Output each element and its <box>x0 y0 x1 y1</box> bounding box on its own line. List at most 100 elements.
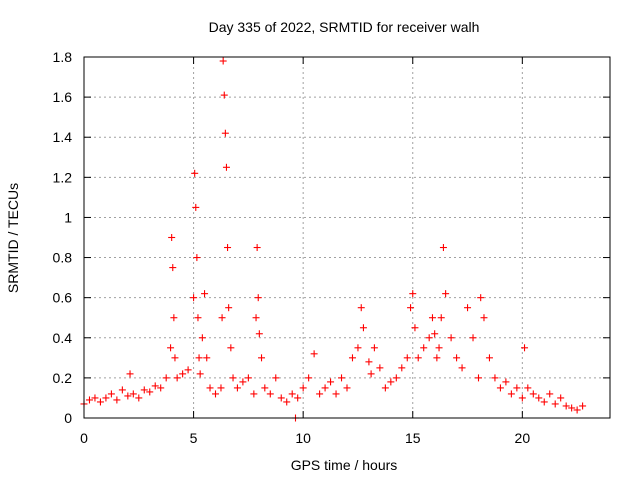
data-point <box>513 384 521 392</box>
data-point <box>126 370 134 378</box>
y-tick-label: 1.2 <box>53 169 73 185</box>
data-point <box>198 334 206 342</box>
data-point <box>437 314 445 322</box>
data-point <box>428 314 436 322</box>
data-point <box>535 394 543 402</box>
data-point <box>102 394 110 402</box>
data-point <box>288 390 296 398</box>
data-point <box>475 374 482 382</box>
data-point <box>573 406 581 414</box>
data-point <box>170 314 178 322</box>
data-point <box>193 254 201 262</box>
data-point <box>167 344 175 352</box>
data-point <box>218 314 226 322</box>
data-point <box>244 374 252 382</box>
data-point <box>272 374 280 382</box>
y-tick-label: 1.6 <box>53 89 73 105</box>
data-point <box>365 358 373 366</box>
data-point <box>327 378 335 386</box>
data-point <box>343 384 351 392</box>
data-point <box>464 304 472 312</box>
data-point <box>135 394 143 402</box>
data-point <box>502 378 510 386</box>
data-point <box>194 314 202 322</box>
data-point <box>222 163 230 171</box>
data-point <box>518 394 526 402</box>
data-point <box>118 386 126 394</box>
y-tick-label: 1 <box>64 209 72 225</box>
data-point <box>359 324 367 332</box>
x-tick-label: 5 <box>190 430 198 446</box>
data-point <box>496 384 504 392</box>
data-points <box>80 57 587 422</box>
data-point <box>407 304 415 312</box>
data-point <box>206 384 214 392</box>
data-point <box>431 330 439 338</box>
x-tick-label: 15 <box>405 430 421 446</box>
data-point <box>162 374 170 382</box>
data-point <box>233 384 241 392</box>
y-tick-label: 0.4 <box>53 330 73 346</box>
data-point <box>255 330 263 338</box>
data-point <box>398 364 406 372</box>
chart-title: Day 335 of 2022, SRMTID for receiver wal… <box>209 19 480 35</box>
data-point <box>425 334 433 342</box>
data-point <box>252 314 260 322</box>
data-point <box>294 394 302 402</box>
data-point <box>403 354 411 362</box>
data-point <box>551 400 559 408</box>
y-tick-label: 0.6 <box>53 290 73 306</box>
data-point <box>191 169 199 177</box>
x-tick-label: 10 <box>295 430 311 446</box>
data-point <box>129 390 137 398</box>
x-tick-label: 20 <box>515 430 531 446</box>
data-point <box>332 390 340 398</box>
data-point <box>261 384 269 392</box>
data-point <box>107 390 115 398</box>
data-point <box>477 294 485 302</box>
x-tick-labels: 0 5 10 15 20 <box>80 430 530 446</box>
data-point <box>316 390 324 398</box>
data-point <box>96 398 104 406</box>
data-point <box>212 390 219 398</box>
data-point <box>225 304 233 312</box>
data-point <box>524 384 532 392</box>
data-point <box>458 364 466 372</box>
data-point <box>253 244 261 252</box>
data-point <box>557 394 565 402</box>
data-point <box>203 354 211 362</box>
data-point <box>146 388 154 396</box>
data-point <box>568 404 576 412</box>
data-point <box>310 350 318 358</box>
y-tick-labels: 0 0.2 0.4 0.6 0.8 1 1.2 1.4 1.6 1.8 <box>53 49 73 426</box>
data-point <box>220 91 228 99</box>
data-point <box>546 390 554 398</box>
data-point <box>439 244 447 252</box>
data-point <box>392 374 400 382</box>
y-tick-label: 1.4 <box>53 129 73 145</box>
data-point <box>195 354 203 362</box>
data-point <box>124 392 132 400</box>
data-point <box>485 354 493 362</box>
y-tick-label: 0.2 <box>53 370 73 386</box>
data-point <box>507 390 515 398</box>
data-point <box>447 334 455 342</box>
data-point <box>420 344 428 352</box>
data-point <box>357 304 365 312</box>
data-point <box>157 384 165 392</box>
data-point <box>184 366 192 374</box>
data-point <box>562 402 570 410</box>
data-point <box>348 354 356 362</box>
data-point <box>321 384 329 392</box>
y-tick-label: 1.8 <box>53 49 73 65</box>
data-point <box>435 344 443 352</box>
data-point <box>442 290 450 298</box>
y-axis-label: SRMTID / TECUs <box>5 183 21 293</box>
plot-frame <box>83 56 611 419</box>
data-point <box>299 384 307 392</box>
data-point <box>411 324 419 332</box>
data-point <box>169 264 177 272</box>
data-point <box>85 396 93 404</box>
data-point <box>239 378 247 386</box>
